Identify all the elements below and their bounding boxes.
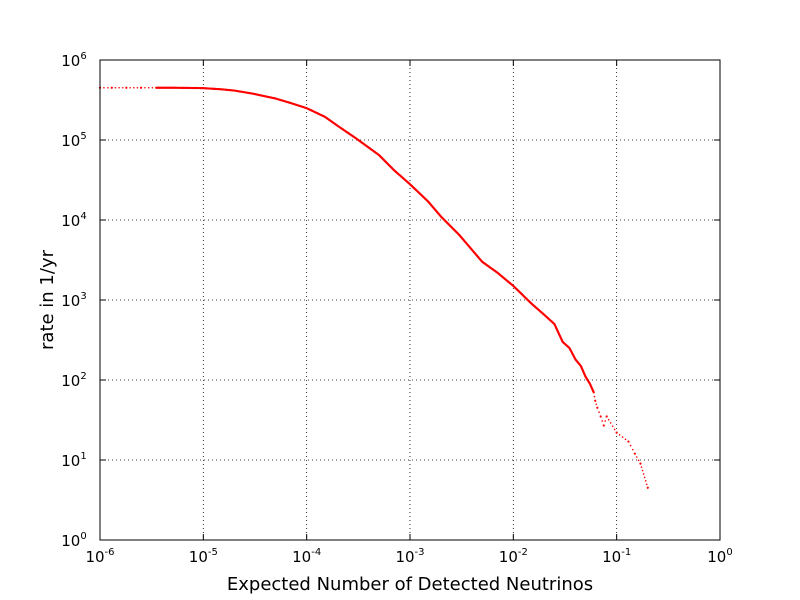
x-tick-label: 10-2 bbox=[499, 547, 528, 566]
data-point bbox=[132, 86, 135, 89]
data-point bbox=[609, 422, 612, 424]
data-point bbox=[643, 476, 646, 479]
data-point bbox=[624, 438, 627, 441]
data-point bbox=[151, 86, 154, 89]
data-point bbox=[110, 86, 113, 89]
y-axis-label: rate in 1/yr bbox=[37, 249, 58, 350]
data-point bbox=[629, 444, 632, 447]
x-tick-label-base: 10 bbox=[707, 548, 726, 566]
data-point bbox=[596, 406, 599, 409]
data-point bbox=[129, 86, 131, 89]
ticks bbox=[99, 59, 721, 541]
data-point bbox=[605, 415, 608, 418]
y-tick-label-base: 10 bbox=[61, 292, 80, 310]
x-tick-label: 10-1 bbox=[602, 547, 631, 566]
data-point bbox=[114, 86, 117, 89]
y-tick-label: 106 bbox=[61, 51, 86, 70]
x-tick-label-base: 10 bbox=[189, 548, 208, 566]
y-tick-label: 102 bbox=[61, 371, 86, 390]
x-tick-label-base: 10 bbox=[85, 548, 104, 566]
data-point bbox=[595, 403, 598, 406]
data-point bbox=[136, 86, 139, 89]
y-tick-label-base: 10 bbox=[61, 52, 80, 70]
x-tick-label: 10-3 bbox=[395, 547, 424, 566]
x-tick-label: 100 bbox=[707, 547, 732, 566]
data-point bbox=[598, 411, 600, 413]
data-point bbox=[640, 466, 643, 468]
x-tick-label-exponent: -5 bbox=[208, 547, 218, 558]
data-point bbox=[641, 469, 644, 472]
y-tick-label-exponent: 5 bbox=[80, 131, 86, 142]
data-point bbox=[140, 86, 143, 89]
x-tick-label-exponent: -2 bbox=[518, 547, 528, 558]
data-point bbox=[645, 483, 648, 486]
data-point bbox=[592, 391, 595, 394]
grid bbox=[100, 60, 720, 540]
y-tick-label-exponent: 3 bbox=[80, 291, 86, 302]
y-tick-label-exponent: 6 bbox=[80, 51, 86, 62]
x-tick-label-exponent: -3 bbox=[415, 547, 425, 558]
y-tick-label-base: 10 bbox=[61, 372, 80, 390]
x-tick-label-base: 10 bbox=[292, 548, 311, 566]
data-point bbox=[637, 459, 640, 462]
data-point bbox=[615, 431, 618, 434]
y-tick-label-exponent: 2 bbox=[80, 371, 86, 382]
y-tick-label-exponent: 4 bbox=[80, 211, 86, 222]
y-tick-label: 101 bbox=[61, 451, 86, 470]
data-point bbox=[599, 415, 602, 418]
data-point bbox=[633, 452, 636, 455]
data-point bbox=[121, 86, 124, 89]
data-point bbox=[601, 420, 604, 422]
data-point bbox=[607, 418, 610, 421]
y-tick-label-exponent: 0 bbox=[80, 531, 86, 542]
y-tick-label-base: 10 bbox=[61, 132, 80, 150]
data-point bbox=[639, 462, 642, 465]
data-point bbox=[621, 436, 624, 438]
y-tick-label: 104 bbox=[61, 211, 86, 230]
x-tick-label-exponent: -1 bbox=[621, 547, 631, 558]
x-tick-label: 10-6 bbox=[85, 547, 114, 566]
y-tick-label-exponent: 1 bbox=[80, 451, 86, 462]
x-tick-label: 10-4 bbox=[292, 547, 321, 566]
data-point bbox=[627, 440, 630, 443]
x-tick-label-exponent: 0 bbox=[726, 547, 732, 558]
data-point bbox=[613, 428, 616, 431]
y-tick-label: 100 bbox=[61, 531, 86, 550]
data-point bbox=[147, 86, 150, 89]
y-tick-label-base: 10 bbox=[61, 212, 80, 230]
data-point bbox=[602, 424, 605, 427]
data-series bbox=[98, 86, 649, 489]
data-point bbox=[103, 86, 105, 89]
x-tick-label-base: 10 bbox=[499, 548, 518, 566]
data-point bbox=[635, 456, 638, 458]
data-point bbox=[125, 86, 128, 89]
data-point bbox=[618, 434, 621, 436]
y-tick-label: 105 bbox=[61, 131, 86, 150]
x-tick-label: 10-5 bbox=[189, 547, 218, 566]
x-axis-label: Expected Number of Detected Neutrinos bbox=[227, 574, 593, 595]
data-point bbox=[594, 399, 597, 402]
y-tick-label-base: 10 bbox=[61, 532, 80, 550]
x-tick-label-exponent: -4 bbox=[311, 547, 321, 558]
data-point bbox=[631, 448, 634, 451]
y-tick-label-base: 10 bbox=[61, 452, 80, 470]
data-point bbox=[118, 86, 120, 89]
data-point bbox=[604, 420, 607, 422]
tick-labels: 10-6 10-5 10-4 10-3 10-2 10-1 1001001011021031… bbox=[61, 51, 732, 566]
x-tick-label-exponent: -6 bbox=[105, 547, 115, 558]
x-tick-label-base: 10 bbox=[602, 548, 621, 566]
data-point bbox=[107, 86, 109, 89]
data-point bbox=[593, 395, 596, 398]
data-point bbox=[646, 486, 649, 489]
y-tick-label: 103 bbox=[61, 291, 86, 310]
x-tick-label-base: 10 bbox=[395, 548, 414, 566]
data-point bbox=[644, 480, 647, 482]
data-point bbox=[642, 473, 645, 475]
data-point bbox=[144, 86, 146, 89]
data-point bbox=[611, 425, 614, 427]
